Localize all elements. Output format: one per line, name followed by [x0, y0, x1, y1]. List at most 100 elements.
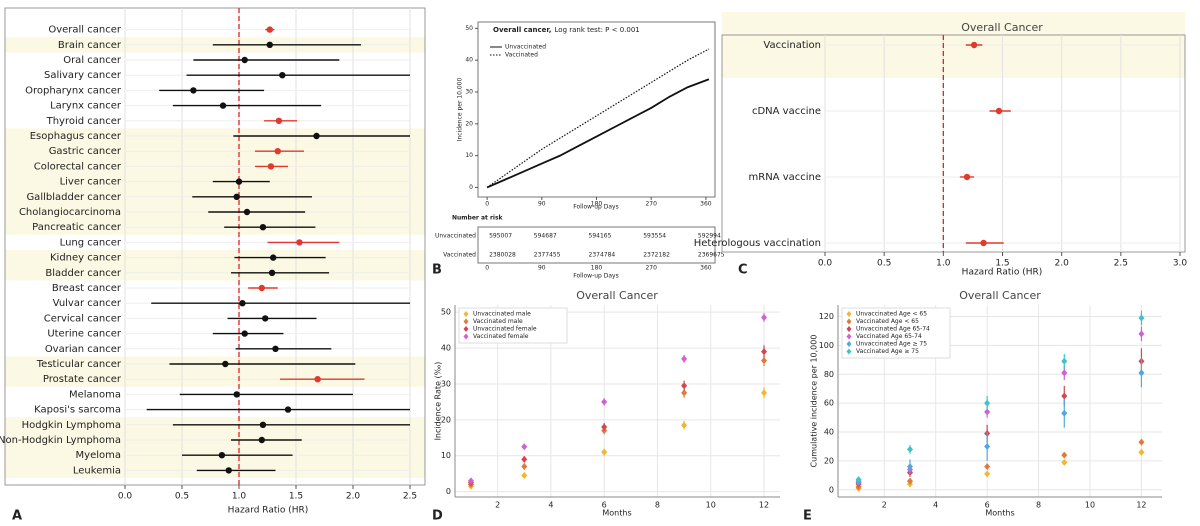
legend-label: Unvaccinated	[505, 44, 546, 51]
x-tick-label: 1.5	[289, 492, 303, 502]
point	[980, 239, 987, 247]
legend-swatch	[846, 326, 852, 332]
chart-title: Overall Cancer	[959, 289, 1041, 302]
x-tick-label: 8	[655, 501, 660, 510]
category-label: Pancreatic cancer	[32, 222, 122, 233]
category-label: Testicular cancer	[36, 359, 122, 370]
risk-value: 2369675	[698, 252, 725, 259]
risk-time: 270	[645, 265, 657, 272]
legend-label: Vaccinated Age < 65	[856, 318, 919, 325]
point	[219, 102, 227, 109]
point	[258, 436, 265, 444]
y-tick-label: 10	[441, 451, 451, 460]
point	[1138, 314, 1145, 322]
point	[907, 463, 913, 471]
point	[233, 391, 240, 398]
point	[521, 471, 528, 479]
category-label: Brain cancer	[58, 40, 122, 51]
point	[190, 87, 197, 94]
point	[235, 178, 243, 185]
point	[1061, 458, 1068, 466]
category-label: Bladder cancer	[45, 268, 122, 279]
point	[467, 477, 474, 485]
point	[279, 72, 286, 79]
y-tick-label: 100	[819, 341, 834, 350]
point	[1138, 369, 1145, 377]
y-tick-label: 0	[469, 184, 473, 191]
subtitle: Log rank test: P < 0.001	[555, 26, 640, 34]
point	[963, 173, 971, 181]
x-axis-label: Follow-up Days	[573, 204, 618, 211]
risk-value: 593554	[643, 233, 666, 240]
chart-title: Overall Cancer	[576, 289, 658, 302]
legend-label: Unvaccinated Age 65-74	[856, 326, 930, 333]
x-tick-label: 360	[700, 201, 712, 208]
point	[243, 208, 251, 216]
x-tick-label: 2.5	[403, 492, 417, 502]
y-tick-label: 0	[829, 485, 834, 494]
y-tick-label: 10	[465, 152, 473, 159]
point	[855, 476, 862, 484]
x-tick-label: 12	[759, 501, 769, 510]
x-tick-label: 0	[485, 201, 489, 208]
category-label: Thyroid cancer	[46, 116, 122, 127]
risk-value: 2374784	[589, 252, 616, 259]
point	[296, 239, 303, 246]
y-tick-label: 30	[441, 379, 451, 388]
x-tick-label: 12	[1136, 501, 1146, 510]
x-axis-label: Hazard Ratio (HR)	[228, 506, 309, 516]
point	[761, 357, 768, 365]
point	[225, 467, 232, 474]
x-axis-label: Months	[602, 509, 631, 518]
category-label: Oropharynx cancer	[25, 85, 122, 96]
point	[1138, 448, 1145, 456]
y-tick-label: 40	[465, 57, 473, 64]
x-tick-label: 2.5	[1114, 259, 1128, 269]
point	[259, 421, 267, 428]
panel: 0 10 20 30 40 50 0 90 180 270 360 Incidence per 10,…	[432, 21, 725, 280]
point	[266, 41, 273, 48]
point	[907, 445, 913, 453]
risk-time: 180	[591, 265, 603, 272]
legend-label: Unvaccinated male	[473, 311, 531, 318]
category-label: Uterine cancer	[47, 329, 122, 340]
point	[1061, 409, 1068, 417]
category-label: Leukemia	[73, 465, 121, 476]
category-label: Cervical cancer	[44, 313, 122, 324]
risk-x-label: Follow-up Days	[573, 273, 618, 280]
point	[314, 376, 321, 383]
legend-label: Vaccinated	[505, 52, 538, 59]
chart-title: Overall Cancer	[961, 21, 1043, 34]
point	[761, 348, 768, 356]
legend-swatch	[463, 318, 469, 325]
x-tick-label: 90	[538, 201, 546, 208]
point	[222, 360, 229, 368]
category-label: Oral cancer	[63, 55, 122, 66]
point	[601, 448, 608, 456]
category-label: Prostate cancer	[43, 374, 122, 385]
y-tick-label: 20	[465, 120, 473, 127]
x-tick-label: 1.0	[232, 492, 247, 502]
risk-time: 0	[485, 265, 489, 272]
risk-value: 2372182	[643, 252, 670, 259]
point	[761, 314, 768, 322]
point	[521, 455, 528, 463]
category-label: cDNA vaccine	[752, 106, 821, 117]
risk-value: 594165	[589, 233, 612, 240]
category-label: Melanoma	[69, 389, 121, 400]
point	[239, 300, 246, 307]
panel-letter: B	[432, 263, 442, 278]
point	[270, 254, 277, 261]
risk-time: 360	[700, 265, 712, 272]
x-tick-label: 2	[882, 501, 887, 510]
x-tick-label: 8	[1036, 501, 1041, 510]
risk-value: 592994	[698, 233, 721, 240]
panel-letter: C	[738, 263, 748, 278]
x-tick-label: 2.0	[1055, 259, 1070, 269]
legend-label: Vaccinated Age ≥ 75	[856, 348, 919, 355]
category-label: Hodgkin Lymphoma	[22, 420, 121, 431]
point	[1061, 369, 1068, 377]
category-label: mRNA vaccine	[749, 172, 822, 183]
line	[486, 48, 710, 188]
